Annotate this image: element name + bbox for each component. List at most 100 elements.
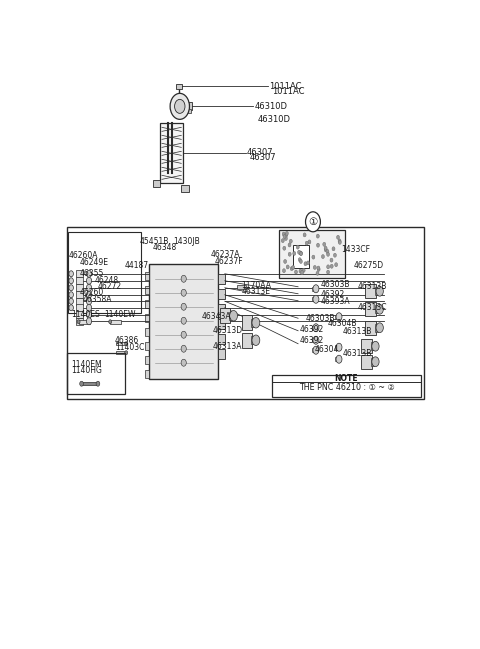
Text: 46307: 46307 [247,149,274,157]
Bar [149,263,218,379]
Text: 46307: 46307 [250,153,276,162]
Circle shape [281,239,284,243]
Circle shape [96,381,100,386]
Text: 46260A: 46260A [68,251,98,260]
Text: 46358A: 46358A [83,295,112,304]
Circle shape [330,264,333,268]
Circle shape [181,317,186,324]
Text: 1433CF: 1433CF [341,245,370,254]
Circle shape [298,258,301,262]
Text: 46249E: 46249E [80,258,108,267]
Bar [67,227,424,398]
Bar [76,312,83,318]
Circle shape [289,239,292,243]
Circle shape [290,267,293,271]
Circle shape [69,278,73,284]
Circle shape [181,275,186,282]
Circle shape [286,231,288,236]
Bar [335,345,340,349]
Circle shape [284,260,287,263]
Circle shape [376,286,384,296]
Bar [237,286,246,289]
Text: 1170AA: 1170AA [241,281,272,290]
Bar [242,315,252,330]
Text: 46248: 46248 [95,276,119,285]
Circle shape [69,299,73,304]
Circle shape [282,269,286,273]
Circle shape [283,235,286,239]
Text: 1011AC: 1011AC [272,88,304,96]
Bar [218,349,225,359]
Circle shape [326,249,329,253]
Text: 46237F: 46237F [215,257,243,266]
Bar [218,289,225,299]
Bar [218,304,225,313]
Bar [153,180,160,187]
Text: 46313C: 46313C [358,302,387,312]
Bar [365,302,376,316]
Circle shape [305,241,308,245]
Text: 46392: 46392 [300,324,324,334]
Circle shape [338,239,341,243]
Circle shape [282,232,285,236]
Bar [145,314,148,323]
Circle shape [317,267,320,271]
Bar [181,185,189,192]
Bar [312,326,317,330]
Text: 1140HG: 1140HG [71,366,102,374]
Bar [145,286,148,294]
Circle shape [125,342,128,346]
Circle shape [286,265,289,269]
Bar [68,232,141,313]
Text: ①: ① [308,217,318,227]
Bar [83,382,97,386]
Text: 46237A: 46237A [211,251,240,260]
Bar [361,339,372,353]
Circle shape [338,240,341,244]
Bar [176,84,182,89]
Circle shape [330,258,333,262]
Bar [110,320,121,324]
Circle shape [313,346,319,354]
Circle shape [327,265,330,269]
Text: 46392: 46392 [321,290,345,299]
Bar [279,230,345,278]
Circle shape [69,305,73,311]
Text: 1140EM: 1140EM [71,360,102,369]
Bar [312,287,317,291]
Circle shape [372,341,379,351]
Circle shape [322,254,324,258]
Circle shape [300,252,302,256]
Text: 46304: 46304 [315,345,339,354]
Bar [76,304,83,312]
Text: 46272: 46272 [97,282,121,291]
Circle shape [299,251,302,255]
Circle shape [299,269,302,273]
Circle shape [334,253,336,257]
Text: 46310D: 46310D [257,116,290,125]
Circle shape [296,245,299,249]
Circle shape [283,246,286,251]
Text: 46303B: 46303B [305,313,335,323]
Circle shape [336,313,342,321]
Bar [145,300,148,308]
Bar [375,288,378,295]
Circle shape [69,285,73,291]
Circle shape [285,236,288,241]
Bar [186,103,192,110]
Text: 46313E: 46313E [241,288,271,296]
Circle shape [312,255,315,259]
Bar [292,245,309,268]
Bar [76,270,83,277]
Circle shape [326,252,330,256]
Bar [335,357,340,361]
Circle shape [86,304,92,312]
Circle shape [86,312,92,318]
Bar [76,298,83,305]
Bar [365,284,376,299]
Text: 46310D: 46310D [254,102,287,111]
Bar [371,342,374,350]
Text: 1140ES: 1140ES [71,310,100,319]
Text: 45451B: 45451B [140,238,169,246]
Bar [365,321,376,335]
